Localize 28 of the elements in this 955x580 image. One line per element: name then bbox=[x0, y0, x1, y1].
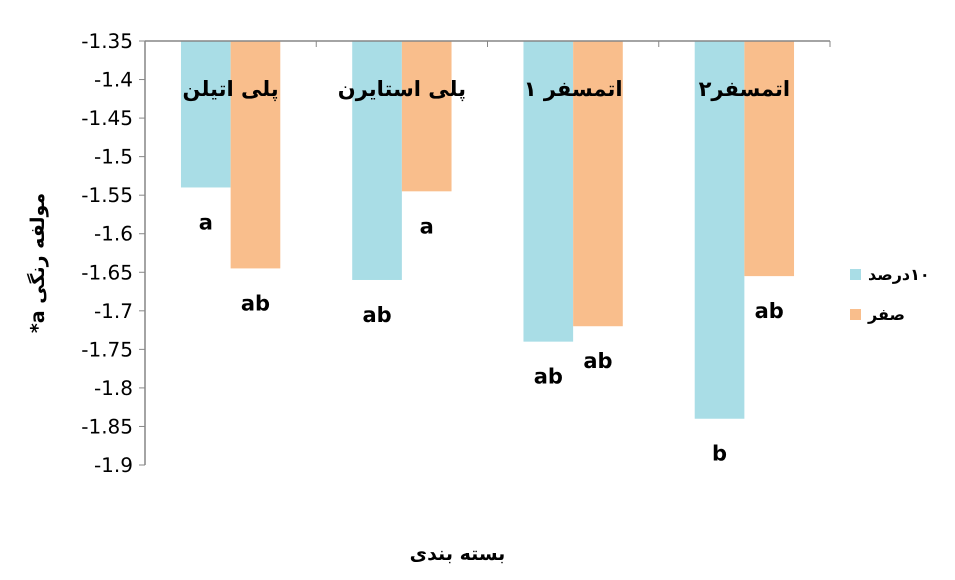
y-tick-label: -1.75 bbox=[81, 337, 133, 362]
data-label: ab bbox=[362, 302, 392, 327]
y-tick-label: -1.8 bbox=[94, 376, 133, 400]
data-label: ab bbox=[754, 299, 784, 324]
y-tick-label: -1.4 bbox=[94, 68, 133, 92]
y-tick-label: -1.5 bbox=[94, 144, 133, 169]
data-label: a bbox=[420, 214, 434, 238]
legend-label: صفر bbox=[867, 305, 905, 324]
data-label: ab bbox=[240, 291, 270, 316]
legend-label: ۱۰درصد bbox=[868, 265, 930, 284]
data-label: ab bbox=[583, 349, 613, 374]
data-label: a bbox=[198, 210, 213, 234]
x-tick-label: اتمسفر ۱ bbox=[524, 77, 623, 102]
x-tick-label: پلی استایرن bbox=[338, 77, 466, 102]
y-tick-label: -1.85 bbox=[81, 414, 133, 438]
y-tick-label: -1.6 bbox=[94, 222, 133, 246]
y-tick-label: -1.55 bbox=[81, 183, 133, 208]
x-tick-label: اتمسفر۲ bbox=[698, 77, 790, 102]
y-tick-label: -1.9 bbox=[94, 453, 133, 477]
x-axis-title: بسته بندی bbox=[410, 543, 506, 565]
data-label: ab bbox=[534, 364, 563, 389]
data-label: b bbox=[712, 442, 728, 466]
y-axis-title: مولفه رنگی a* bbox=[26, 192, 49, 334]
y-tick-label: -1.65 bbox=[81, 260, 133, 284]
y-tick-label: -1.45 bbox=[81, 106, 133, 130]
x-tick-label: پلی اتیلن bbox=[182, 77, 279, 102]
y-tick-label: -1.7 bbox=[94, 298, 133, 323]
y-tick-label: -1.35 bbox=[81, 29, 133, 53]
